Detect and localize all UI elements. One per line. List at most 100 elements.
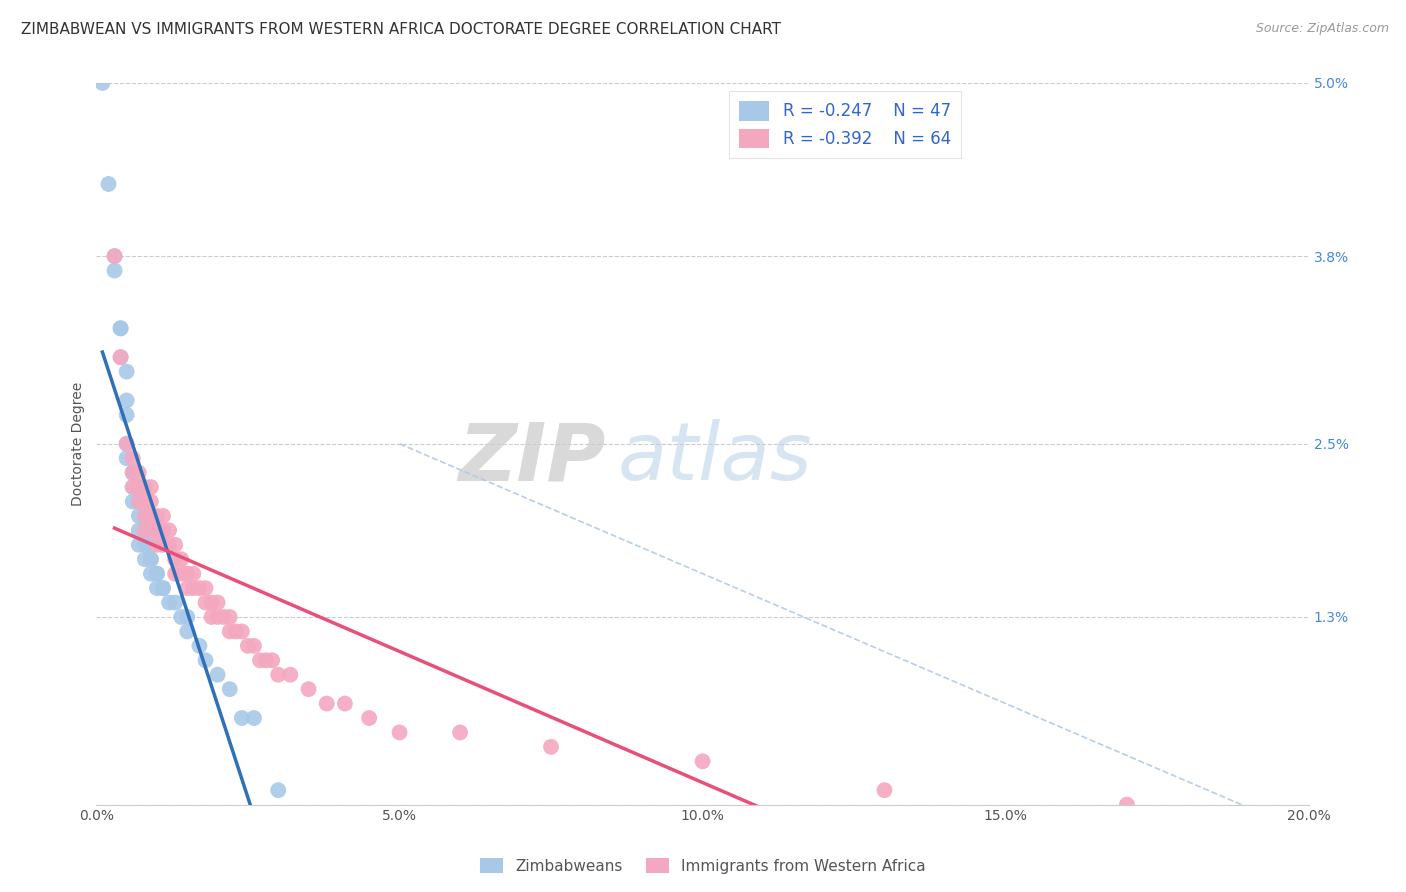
- Point: [200, 596, 222, 610]
- Point: [176, 581, 198, 595]
- Point: [200, 610, 222, 624]
- Point: [218, 624, 240, 639]
- Text: atlas: atlas: [617, 419, 813, 497]
- Point: [128, 466, 150, 480]
- Point: [152, 581, 174, 595]
- Point: [134, 508, 156, 523]
- Point: [243, 711, 266, 725]
- Point: [139, 566, 162, 581]
- Point: [540, 739, 562, 754]
- Point: [146, 566, 169, 581]
- Point: [262, 653, 284, 667]
- Point: [146, 566, 169, 581]
- Point: [152, 581, 174, 595]
- Point: [146, 524, 169, 538]
- Point: [157, 524, 180, 538]
- Point: [121, 466, 143, 480]
- Point: [103, 249, 125, 263]
- Point: [254, 653, 277, 667]
- Point: [134, 538, 156, 552]
- Point: [194, 596, 217, 610]
- Point: [165, 552, 187, 566]
- Point: [139, 524, 162, 538]
- Point: [170, 552, 193, 566]
- Point: [110, 350, 132, 364]
- Point: [121, 466, 143, 480]
- Point: [188, 581, 211, 595]
- Point: [91, 76, 114, 90]
- Point: [157, 538, 180, 552]
- Point: [212, 610, 235, 624]
- Point: [139, 552, 162, 566]
- Point: [188, 639, 211, 653]
- Point: [183, 566, 205, 581]
- Text: ZIMBABWEAN VS IMMIGRANTS FROM WESTERN AFRICA DOCTORATE DEGREE CORRELATION CHART: ZIMBABWEAN VS IMMIGRANTS FROM WESTERN AF…: [21, 22, 782, 37]
- Point: [176, 566, 198, 581]
- Point: [128, 480, 150, 494]
- Point: [231, 711, 253, 725]
- Point: [207, 596, 229, 610]
- Point: [170, 566, 193, 581]
- Point: [128, 494, 150, 508]
- Point: [115, 365, 138, 379]
- Point: [183, 581, 205, 595]
- Point: [121, 480, 143, 494]
- Point: [236, 639, 259, 653]
- Point: [139, 480, 162, 494]
- Point: [115, 437, 138, 451]
- Point: [139, 508, 162, 523]
- Point: [115, 408, 138, 422]
- Point: [146, 581, 169, 595]
- Point: [388, 725, 411, 739]
- Text: ZIP: ZIP: [458, 419, 606, 497]
- Point: [267, 667, 290, 681]
- Y-axis label: Doctorate Degree: Doctorate Degree: [72, 382, 86, 506]
- Text: Source: ZipAtlas.com: Source: ZipAtlas.com: [1256, 22, 1389, 36]
- Point: [165, 596, 187, 610]
- Point: [146, 538, 169, 552]
- Point: [176, 624, 198, 639]
- Point: [692, 754, 714, 768]
- Point: [449, 725, 471, 739]
- Point: [121, 466, 143, 480]
- Point: [152, 524, 174, 538]
- Point: [207, 667, 229, 681]
- Point: [134, 480, 156, 494]
- Point: [115, 393, 138, 408]
- Point: [103, 263, 125, 277]
- Point: [267, 783, 290, 797]
- Point: [97, 177, 120, 191]
- Point: [243, 639, 266, 653]
- Point: [139, 494, 162, 508]
- Legend: R = -0.247    N = 47, R = -0.392    N = 64: R = -0.247 N = 47, R = -0.392 N = 64: [730, 91, 962, 158]
- Legend: Zimbabweans, Immigrants from Western Africa: Zimbabweans, Immigrants from Western Afr…: [474, 852, 932, 880]
- Point: [134, 552, 156, 566]
- Point: [315, 697, 337, 711]
- Point: [165, 538, 187, 552]
- Point: [128, 480, 150, 494]
- Point: [170, 610, 193, 624]
- Point: [280, 667, 302, 681]
- Point: [139, 538, 162, 552]
- Point: [128, 494, 150, 508]
- Point: [176, 610, 198, 624]
- Point: [152, 508, 174, 523]
- Point: [1116, 797, 1139, 812]
- Point: [194, 653, 217, 667]
- Point: [194, 581, 217, 595]
- Point: [359, 711, 381, 725]
- Point: [128, 494, 150, 508]
- Point: [218, 610, 240, 624]
- Point: [110, 350, 132, 364]
- Point: [134, 524, 156, 538]
- Point: [128, 508, 150, 523]
- Point: [121, 494, 143, 508]
- Point: [103, 249, 125, 263]
- Point: [297, 682, 319, 697]
- Point: [134, 524, 156, 538]
- Point: [115, 437, 138, 451]
- Point: [249, 653, 271, 667]
- Point: [128, 524, 150, 538]
- Point: [134, 508, 156, 523]
- Point: [146, 508, 169, 523]
